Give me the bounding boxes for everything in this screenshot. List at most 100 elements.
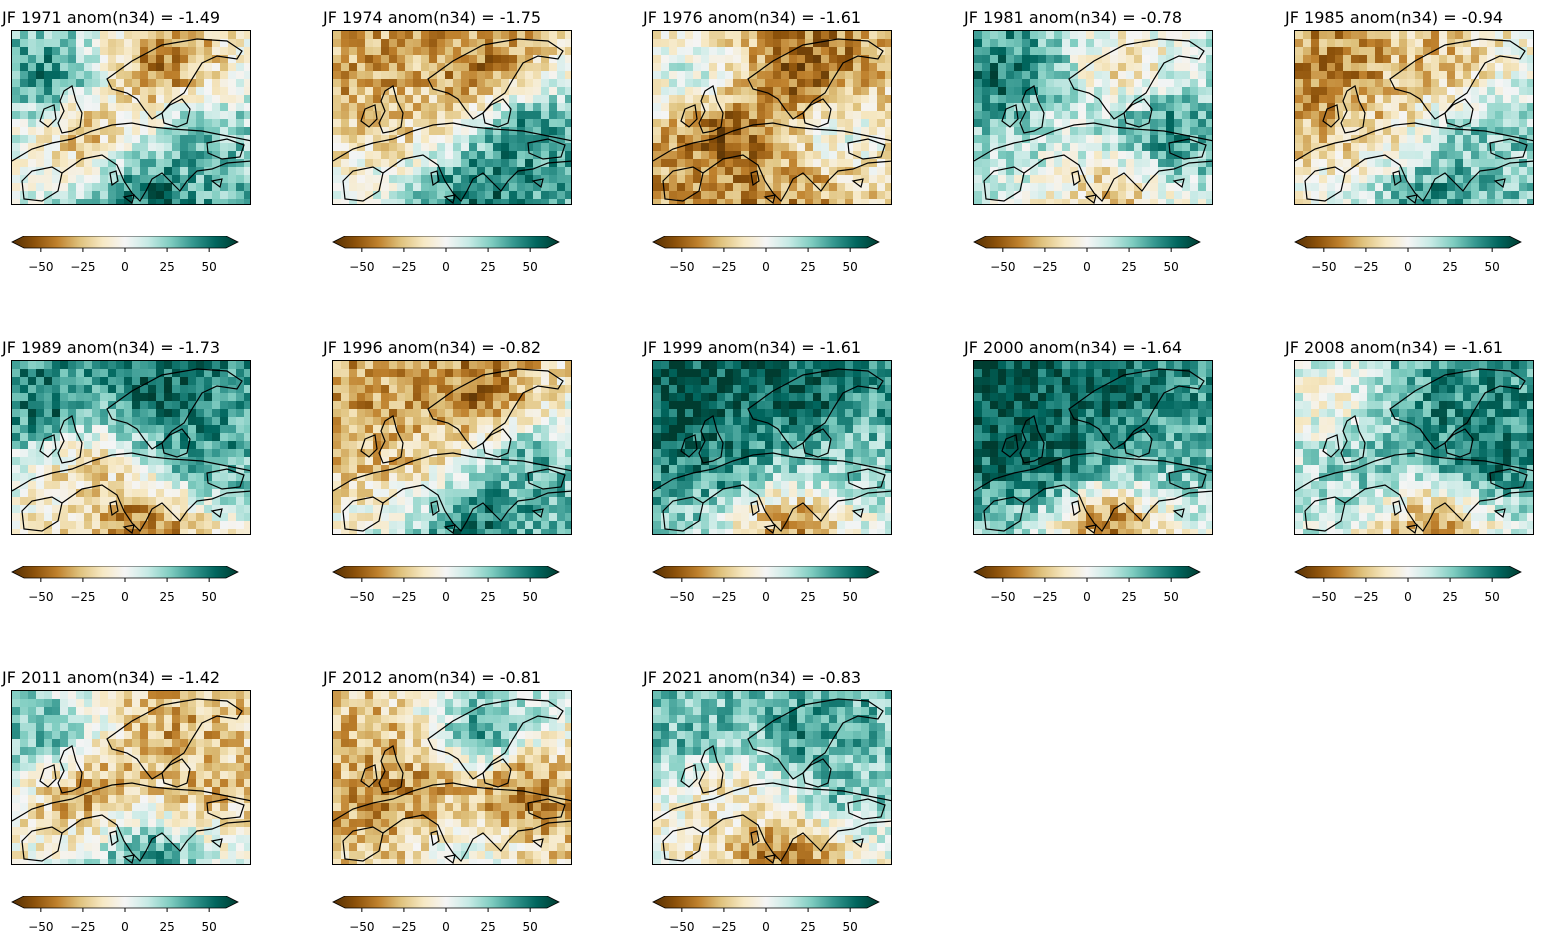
- colorbar: −50 −25 0 25 50: [321, 896, 581, 936]
- anomaly-field: [333, 691, 571, 864]
- colorbar-bar: [11, 236, 239, 252]
- colorbar-tick-label: 0: [121, 920, 129, 934]
- panel-title: JF 1976 anom(n34) = -1.61: [643, 8, 862, 27]
- colorbar-tick-label: 50: [201, 920, 217, 934]
- colorbar-tick-label: 25: [159, 260, 175, 274]
- map-panel: JF 2012 anom(n34) = -0.81 −50 −25 0 25 50: [321, 668, 581, 938]
- coastline: [482, 428, 512, 458]
- colorbar-bar: [652, 566, 880, 582]
- colorbar-tick-label: −50: [349, 590, 375, 604]
- coastline: [1071, 170, 1081, 187]
- coastline: [333, 122, 571, 162]
- panel-title: JF 1974 anom(n34) = -1.75: [323, 8, 542, 27]
- anomaly-map: [11, 360, 251, 535]
- coastline: [12, 782, 250, 822]
- colorbar-tick-label: −50: [28, 920, 54, 934]
- colorbar-bar: [11, 896, 239, 912]
- coastline: [427, 38, 564, 120]
- coastline: [847, 798, 886, 820]
- colorbar-tick-label: −25: [1032, 590, 1058, 604]
- colorbar-tick-label: −50: [990, 590, 1016, 604]
- coastline: [430, 830, 440, 847]
- coastline: [21, 826, 63, 862]
- coastline: [698, 745, 724, 794]
- colorbar-tick-label: 50: [522, 590, 538, 604]
- anomaly-map: [652, 690, 892, 865]
- colorbar-tick-label: 50: [1484, 590, 1500, 604]
- colorbar-tick-label: 0: [121, 590, 129, 604]
- colorbar-tick-label: −25: [1353, 590, 1379, 604]
- coastline: [1123, 98, 1153, 128]
- map-panel: JF 2011 anom(n34) = -1.42 −50 −25 0 25 50: [0, 668, 260, 938]
- colorbar-tick-label: 0: [442, 590, 450, 604]
- coastline: [974, 122, 1212, 162]
- coastline: [1389, 368, 1526, 450]
- colorbar-bar: [332, 896, 560, 912]
- coastline: [1392, 500, 1402, 517]
- anomaly-field: [974, 31, 1212, 204]
- coastline: [1001, 104, 1019, 128]
- coastline: [1172, 508, 1185, 519]
- coastline: [702, 814, 891, 862]
- map-panel: JF 1976 anom(n34) = -1.61 −50 −25 0 25 50: [641, 8, 901, 278]
- colorbar-tick-label: 25: [1121, 590, 1137, 604]
- anomaly-map: [652, 360, 892, 535]
- anomaly-field: [653, 361, 891, 534]
- colorbar-tick-label: 0: [442, 260, 450, 274]
- colorbar-bar: [652, 896, 880, 912]
- colorbar-tick-label: 0: [762, 590, 770, 604]
- colorbar-tick-label: −50: [669, 260, 695, 274]
- colorbar-tick-label: 50: [201, 260, 217, 274]
- coastline: [382, 814, 571, 862]
- coastline: [430, 170, 440, 187]
- coastline: [360, 434, 378, 458]
- coastline: [39, 764, 57, 788]
- coastline: [851, 508, 864, 519]
- colorbar-tick-label: 25: [480, 260, 496, 274]
- colorbar: −50 −25 0 25 50: [962, 236, 1222, 276]
- colorbar-tick-label: −50: [669, 590, 695, 604]
- coastline: [482, 758, 512, 788]
- panel-title: JF 2012 anom(n34) = -0.81: [323, 668, 542, 687]
- coastline: [747, 368, 884, 450]
- anomaly-map: [11, 690, 251, 865]
- colorbar-tick-label: 0: [1404, 590, 1412, 604]
- coastline: [378, 85, 404, 134]
- colorbar-tick-label: −25: [391, 920, 417, 934]
- map-panel: JF 1981 anom(n34) = -0.78 −50 −25 0 25 50: [962, 8, 1222, 278]
- coastline: [1172, 178, 1185, 189]
- map-panel: JF 2000 anom(n34) = -1.64 −50 −25 0 25 50: [962, 338, 1222, 608]
- coastline: [698, 85, 724, 134]
- coastline: [847, 468, 886, 490]
- coastline: [333, 782, 571, 822]
- coastline: [427, 698, 564, 780]
- colorbar: −50 −25 0 25 50: [0, 566, 260, 606]
- colorbar-tick-label: 50: [842, 260, 858, 274]
- colorbar-tick-label: −50: [1311, 590, 1337, 604]
- colorbar-tick-label: −25: [711, 920, 737, 934]
- coastline: [21, 496, 63, 532]
- anomaly-map: [652, 30, 892, 205]
- map-panel: JF 2021 anom(n34) = -0.83 −50 −25 0 25 50: [641, 668, 901, 938]
- coastline: [680, 764, 698, 788]
- coastline: [763, 194, 776, 204]
- coastline: [57, 745, 83, 794]
- coastline: [342, 166, 384, 202]
- colorbar-tick-label: −25: [711, 590, 737, 604]
- coastline: [662, 826, 704, 862]
- coastline: [430, 500, 440, 517]
- coastline: [1392, 170, 1402, 187]
- coastline: [57, 415, 83, 464]
- coastline: [750, 500, 760, 517]
- coastline: [802, 758, 832, 788]
- colorbar-tick-label: 50: [842, 920, 858, 934]
- coastline: [443, 194, 456, 204]
- coastline: [802, 98, 832, 128]
- anomaly-map: [11, 30, 251, 205]
- coastline: [1344, 484, 1533, 532]
- coastline: [1068, 38, 1205, 120]
- coastline: [1019, 415, 1045, 464]
- coastline: [1068, 368, 1205, 450]
- coastline: [378, 415, 404, 464]
- coastline: [747, 698, 884, 780]
